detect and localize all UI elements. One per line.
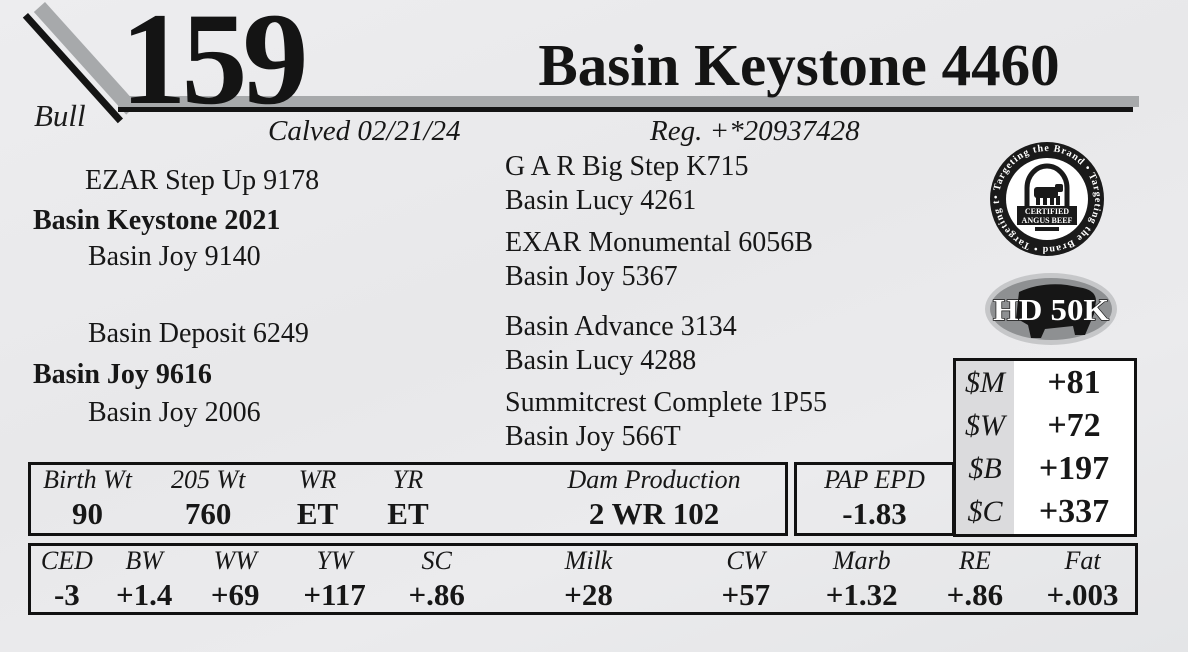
column-header: Milk — [564, 546, 613, 575]
dollar-row-value: +337 — [1014, 490, 1134, 534]
column-value: +.86 — [946, 577, 1004, 612]
performance-header-row: Birth Wt 205 Wt WR YR Dam Production — [31, 465, 785, 495]
dollar-row-label: $C — [956, 490, 1014, 534]
cow-silhouette-icon — [1034, 184, 1063, 205]
ancestor-line: G A R Big Step K715 — [505, 151, 749, 182]
column-header: CED — [40, 546, 93, 575]
column-value: +.003 — [1046, 577, 1119, 612]
pap-epd-box: PAP EPD -1.83 — [794, 462, 955, 536]
ancestor-line: Basin Lucy 4261 — [505, 185, 697, 216]
calved-date: Calved 02/21/24 — [268, 115, 461, 147]
category-label: Bull — [34, 98, 86, 133]
column-value: 2 WR 102 — [588, 496, 720, 531]
lot-number: 159 — [120, 0, 309, 132]
header-gray-bar — [118, 96, 1139, 107]
column-header: Dam Production — [567, 465, 741, 494]
cow-silhouette-icon — [1016, 284, 1096, 338]
epd-value-row: -3 +1.4 +69 +117 +.86 +28 +57 +1.32 +.86… — [31, 576, 1135, 614]
sire-granddam: Basin Joy 9140 — [88, 241, 261, 272]
ancestor-line: Basin Advance 3134 — [505, 311, 737, 342]
column-header: YW — [316, 546, 353, 575]
hd50k-badge: HD 50K — [983, 272, 1119, 346]
column-value: +57 — [721, 577, 771, 612]
certified-angus-beef-logo-icon: • Targeting the Brand • Targeting the Br… — [984, 132, 1104, 256]
column-header: WW — [213, 546, 257, 575]
column-header: WR — [298, 465, 337, 494]
column-value: +1.32 — [825, 577, 898, 612]
column-value: ET — [296, 496, 339, 531]
dollar-row-value: +197 — [1014, 447, 1134, 491]
column-value: +117 — [303, 577, 366, 612]
performance-value-row: 90 760 ET ET 2 WR 102 — [31, 495, 785, 533]
hd50k-logo-icon: HD 50K — [985, 273, 1117, 345]
column-value: 90 — [72, 496, 104, 531]
dollar-row-label: $M — [956, 361, 1014, 405]
column-header: SC — [421, 546, 452, 575]
dollar-value-table: $M +81 $W +72 $B +197 $C +337 — [953, 358, 1137, 537]
epd-table: CED BW WW YW SC Milk CW Marb RE Fat -3 +… — [28, 543, 1138, 615]
certified-angus-beef-badge: • Targeting the Brand • Targeting the Br… — [984, 132, 1106, 258]
dollar-row-value: +72 — [1014, 404, 1134, 448]
column-value: +.86 — [408, 577, 465, 612]
column-header: Marb — [832, 546, 891, 575]
ancestor-line: Basin Lucy 4288 — [505, 345, 697, 376]
dam-grandsire: Basin Deposit 6249 — [88, 318, 309, 349]
ancestor-line: EXAR Monumental 6056B — [505, 227, 813, 258]
dollar-row-label: $W — [956, 404, 1014, 448]
hd50k-label: HD 50K — [993, 292, 1109, 327]
column-header: RE — [958, 546, 991, 575]
pap-epd-value: -1.83 — [842, 496, 907, 531]
column-value: +28 — [564, 577, 613, 612]
column-header: Birth Wt — [43, 465, 132, 494]
column-value: 760 — [184, 496, 232, 531]
pap-epd-header: PAP EPD — [824, 465, 925, 494]
column-value: +69 — [210, 577, 260, 612]
column-header: 205 Wt — [170, 465, 246, 494]
registration-number: Reg. +*20937428 — [650, 115, 860, 147]
ancestor-line: Summitcrest Complete 1P55 — [505, 387, 827, 418]
epd-header-row: CED BW WW YW SC Milk CW Marb RE Fat — [31, 546, 1135, 576]
ancestor-line: Basin Joy 566T — [505, 421, 681, 452]
cab-text-line1: CERTIFIED — [1025, 207, 1069, 216]
sire-grandsire: EZAR Step Up 9178 — [85, 165, 320, 196]
column-header: Fat — [1064, 546, 1101, 575]
performance-table: Birth Wt 205 Wt WR YR Dam Production 90 … — [28, 462, 788, 536]
ancestor-line: Basin Joy 5367 — [505, 261, 678, 292]
header-black-rule — [118, 107, 1133, 112]
column-header: CW — [726, 546, 766, 575]
dam-name: Basin Joy 9616 — [33, 359, 212, 390]
dam-granddam: Basin Joy 2006 — [88, 397, 261, 428]
column-value: ET — [387, 496, 429, 531]
column-value: +1.4 — [115, 577, 173, 612]
column-header: YR — [392, 465, 424, 494]
column-header: BW — [125, 546, 163, 575]
sire-name: Basin Keystone 2021 — [33, 205, 281, 236]
column-value: -3 — [53, 577, 80, 612]
dollar-row-value: +81 — [1014, 361, 1134, 405]
animal-name-title: Basin Keystone 4460 — [538, 32, 1060, 98]
cab-text-line2: ANGUS BEEF — [1022, 216, 1073, 225]
dollar-row-label: $B — [956, 447, 1014, 491]
